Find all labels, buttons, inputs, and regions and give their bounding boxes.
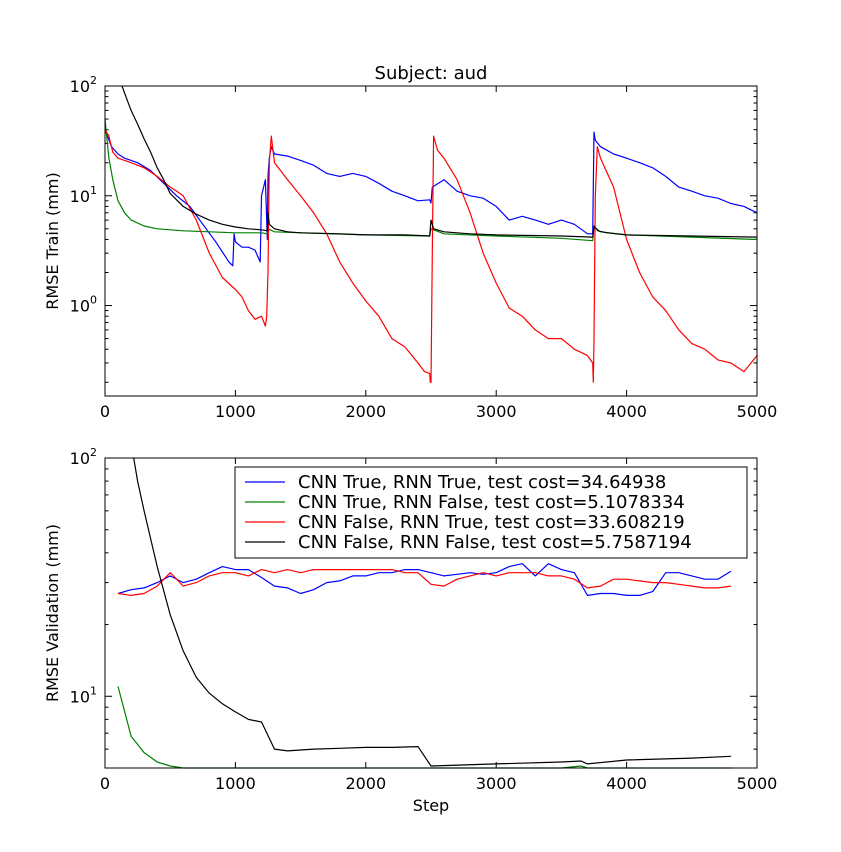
- x-tick-label: 3000: [476, 402, 517, 421]
- x-tick-label: 2000: [345, 774, 386, 793]
- train-plot-frame: [104, 85, 758, 397]
- y-tick-label: 101: [70, 184, 97, 206]
- legend-label: CNN True, RNN True, test cost=34.64938: [298, 472, 666, 493]
- validation-plot-frame: [104, 457, 758, 769]
- x-tick-label: 5000: [737, 774, 778, 793]
- x-tick-label: 4000: [606, 774, 647, 793]
- x-tick-label: 1000: [215, 402, 256, 421]
- train-series-group: [104, 85, 758, 383]
- legend-label: CNN False, RNN False, test cost=5.758719…: [298, 532, 692, 553]
- validation-axis-ticks: 0 1000 2000 3000 4000 5000 101 102: [70, 446, 778, 793]
- legend-box: [234, 466, 748, 559]
- legend-items: CNN True, RNN True, test cost=34.64938CN…: [245, 472, 692, 553]
- validation-series-group: [117, 457, 732, 769]
- y-tick-label: 102: [70, 446, 97, 468]
- x-tick-label: 5000: [737, 402, 778, 421]
- x-tick-label: 0: [100, 402, 110, 421]
- train-rmse-chart: Subject: aud 0 1000 2000 3000 4000 5000 100 101…: [43, 63, 777, 421]
- validation-rmse-chart: 0 1000 2000 3000 4000 5000 101 102 RMSE Validat…: [43, 446, 777, 815]
- legend-label: CNN True, RNN False, test cost=5.1078334: [298, 492, 685, 513]
- x-tick-label: 4000: [606, 402, 647, 421]
- series-line-3: [121, 85, 758, 238]
- series-line-0: [117, 563, 732, 597]
- series-line-2: [117, 568, 731, 597]
- x-tick-label: 1000: [215, 774, 256, 793]
- validation-x-axis-label: Step: [413, 796, 449, 815]
- validation-y-axis-label: RMSE Validation (mm): [43, 524, 62, 702]
- legend: CNN True, RNN True, test cost=34.64938CN…: [234, 466, 748, 559]
- train-axis-ticks: 0 1000 2000 3000 4000 5000 100 101 102: [70, 74, 778, 421]
- y-tick-label: 100: [70, 294, 97, 316]
- legend-label: CNN False, RNN True, test cost=33.608219: [298, 512, 685, 533]
- x-tick-label: 2000: [345, 402, 386, 421]
- x-tick-label: 0: [100, 774, 110, 793]
- series-line-0: [104, 129, 758, 267]
- y-tick-label: 102: [70, 74, 97, 96]
- series-line-3: [133, 457, 731, 767]
- x-tick-label: 3000: [476, 774, 517, 793]
- train-y-axis-label: RMSE Train (mm): [43, 172, 62, 309]
- series-line-2: [104, 129, 758, 383]
- y-tick-label: 101: [70, 684, 97, 706]
- chart-title: Subject: aud: [375, 63, 488, 84]
